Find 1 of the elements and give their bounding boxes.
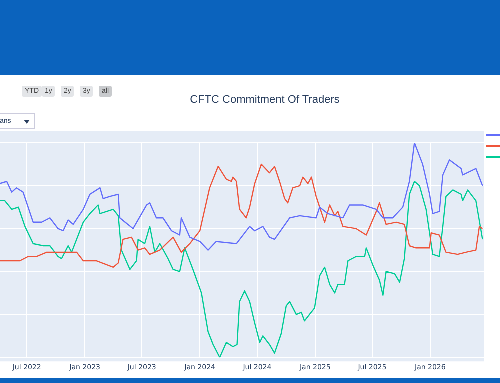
chart-title: CFTC Commitment Of Traders — [189, 94, 341, 106]
